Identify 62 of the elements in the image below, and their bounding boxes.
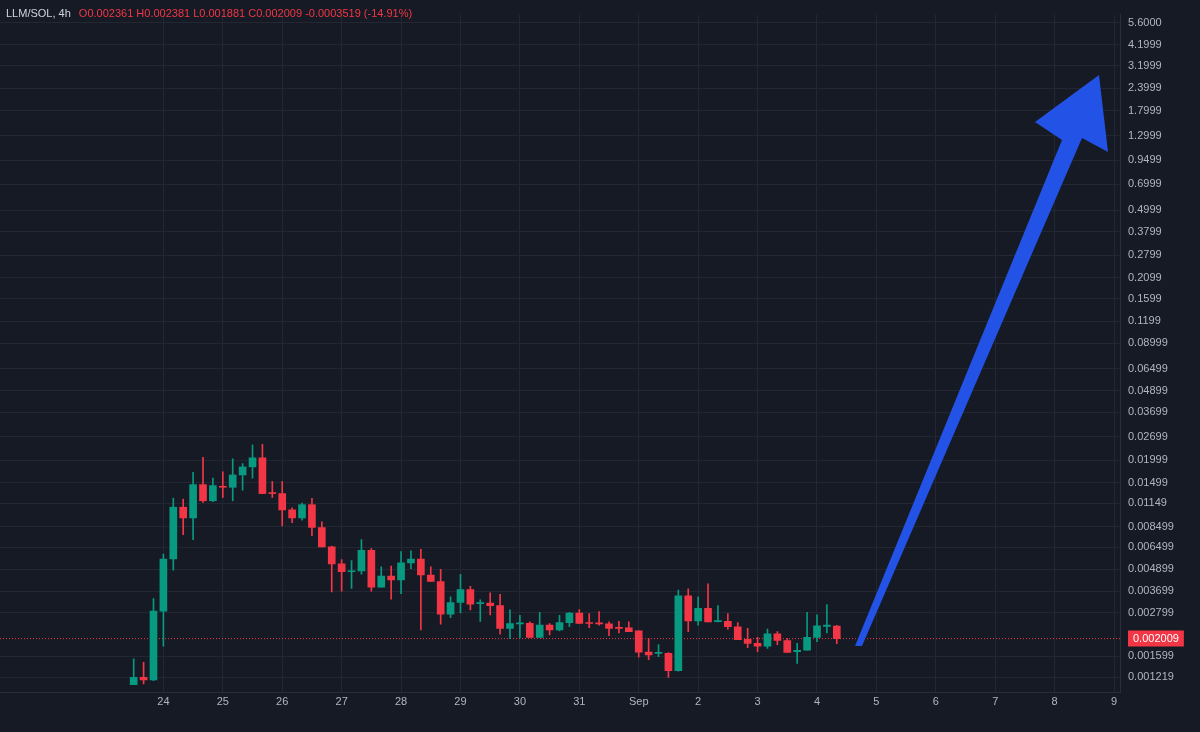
y-tick-label: 4.1999 — [1128, 37, 1162, 50]
y-tick-label: 0.01999 — [1128, 453, 1168, 466]
candlestick — [714, 605, 722, 623]
candlestick — [417, 548, 425, 631]
candlestick — [407, 550, 415, 569]
candlestick — [506, 609, 514, 639]
y-tick-label: 0.2799 — [1128, 248, 1162, 261]
candlestick — [793, 643, 801, 664]
y-tick-label: 0.002799 — [1128, 605, 1174, 618]
y-tick-label: 0.01499 — [1128, 475, 1168, 488]
candlestick — [476, 599, 485, 622]
y-tick-label: 0.001219 — [1128, 670, 1174, 683]
y-tick-label: 0.2099 — [1128, 270, 1162, 283]
x-tick-label: 3 — [754, 695, 761, 708]
y-tick-label: 5.6000 — [1128, 15, 1162, 28]
y-tick-label: 1.2999 — [1128, 128, 1162, 141]
y-tick-label: 0.02699 — [1128, 429, 1168, 442]
y-tick-label: 0.04899 — [1128, 383, 1168, 396]
x-tick-label: 26 — [276, 695, 289, 708]
y-tick-label: 0.008499 — [1128, 519, 1174, 532]
y-tick-label: 0.004899 — [1128, 562, 1174, 575]
x-tick-label: 31 — [573, 695, 586, 708]
x-tick-label: 5 — [873, 695, 880, 708]
x-tick-label: 24 — [157, 695, 170, 708]
y-tick-label: 1.7999 — [1128, 103, 1162, 116]
candlestick — [486, 592, 495, 616]
ref-line-label: 0.002009 — [1133, 631, 1179, 644]
x-tick-label: 9 — [1111, 695, 1118, 708]
x-tick-label: 6 — [932, 695, 939, 708]
y-tick-label: 0.1599 — [1128, 291, 1162, 304]
candlestick — [823, 604, 831, 634]
chart-subtitle: O0.002361 H0.002381 L0.001881 C0.002009 -0.0003519 (-14.91%) — [78, 7, 413, 19]
y-tick-label: 0.003699 — [1128, 584, 1174, 597]
x-tick-label: 28 — [394, 695, 408, 708]
x-tick-label: 7 — [992, 695, 999, 708]
y-tick-label: 0.03699 — [1128, 405, 1168, 418]
y-tick-label: 0.4999 — [1128, 203, 1162, 216]
x-tick-label: 2 — [695, 695, 702, 708]
y-tick-label: 0.08999 — [1128, 336, 1168, 349]
y-tick-label: 2.3999 — [1128, 81, 1162, 94]
candlestick — [218, 471, 227, 498]
y-tick-label: 3.1999 — [1128, 59, 1162, 71]
candlestick — [387, 565, 395, 600]
y-tick-label: 0.01149 — [1128, 496, 1167, 509]
candlestick — [585, 613, 594, 629]
x-tick-label: 8 — [1051, 695, 1058, 708]
x-tick-label: 4 — [813, 695, 821, 708]
y-tick-label: 0.9499 — [1128, 153, 1162, 166]
x-tick-label: Sep — [628, 695, 649, 708]
candlestick — [615, 621, 623, 634]
x-tick-label: 30 — [513, 695, 527, 708]
chart-title: LLM/SOL, 4h — [6, 7, 71, 19]
y-tick-label: 0.3799 — [1128, 224, 1162, 237]
y-tick-label: 0.06499 — [1128, 361, 1168, 374]
y-tick-label: 0.1199 — [1128, 314, 1161, 327]
candlestick — [268, 481, 277, 498]
x-tick-label: 29 — [454, 695, 467, 708]
y-tick-label: 0.6999 — [1128, 177, 1162, 190]
y-tick-label: 0.006499 — [1128, 540, 1174, 553]
x-tick-label: 27 — [335, 695, 348, 708]
x-tick-label: 25 — [216, 695, 229, 708]
y-tick-label: 0.001599 — [1128, 649, 1174, 662]
